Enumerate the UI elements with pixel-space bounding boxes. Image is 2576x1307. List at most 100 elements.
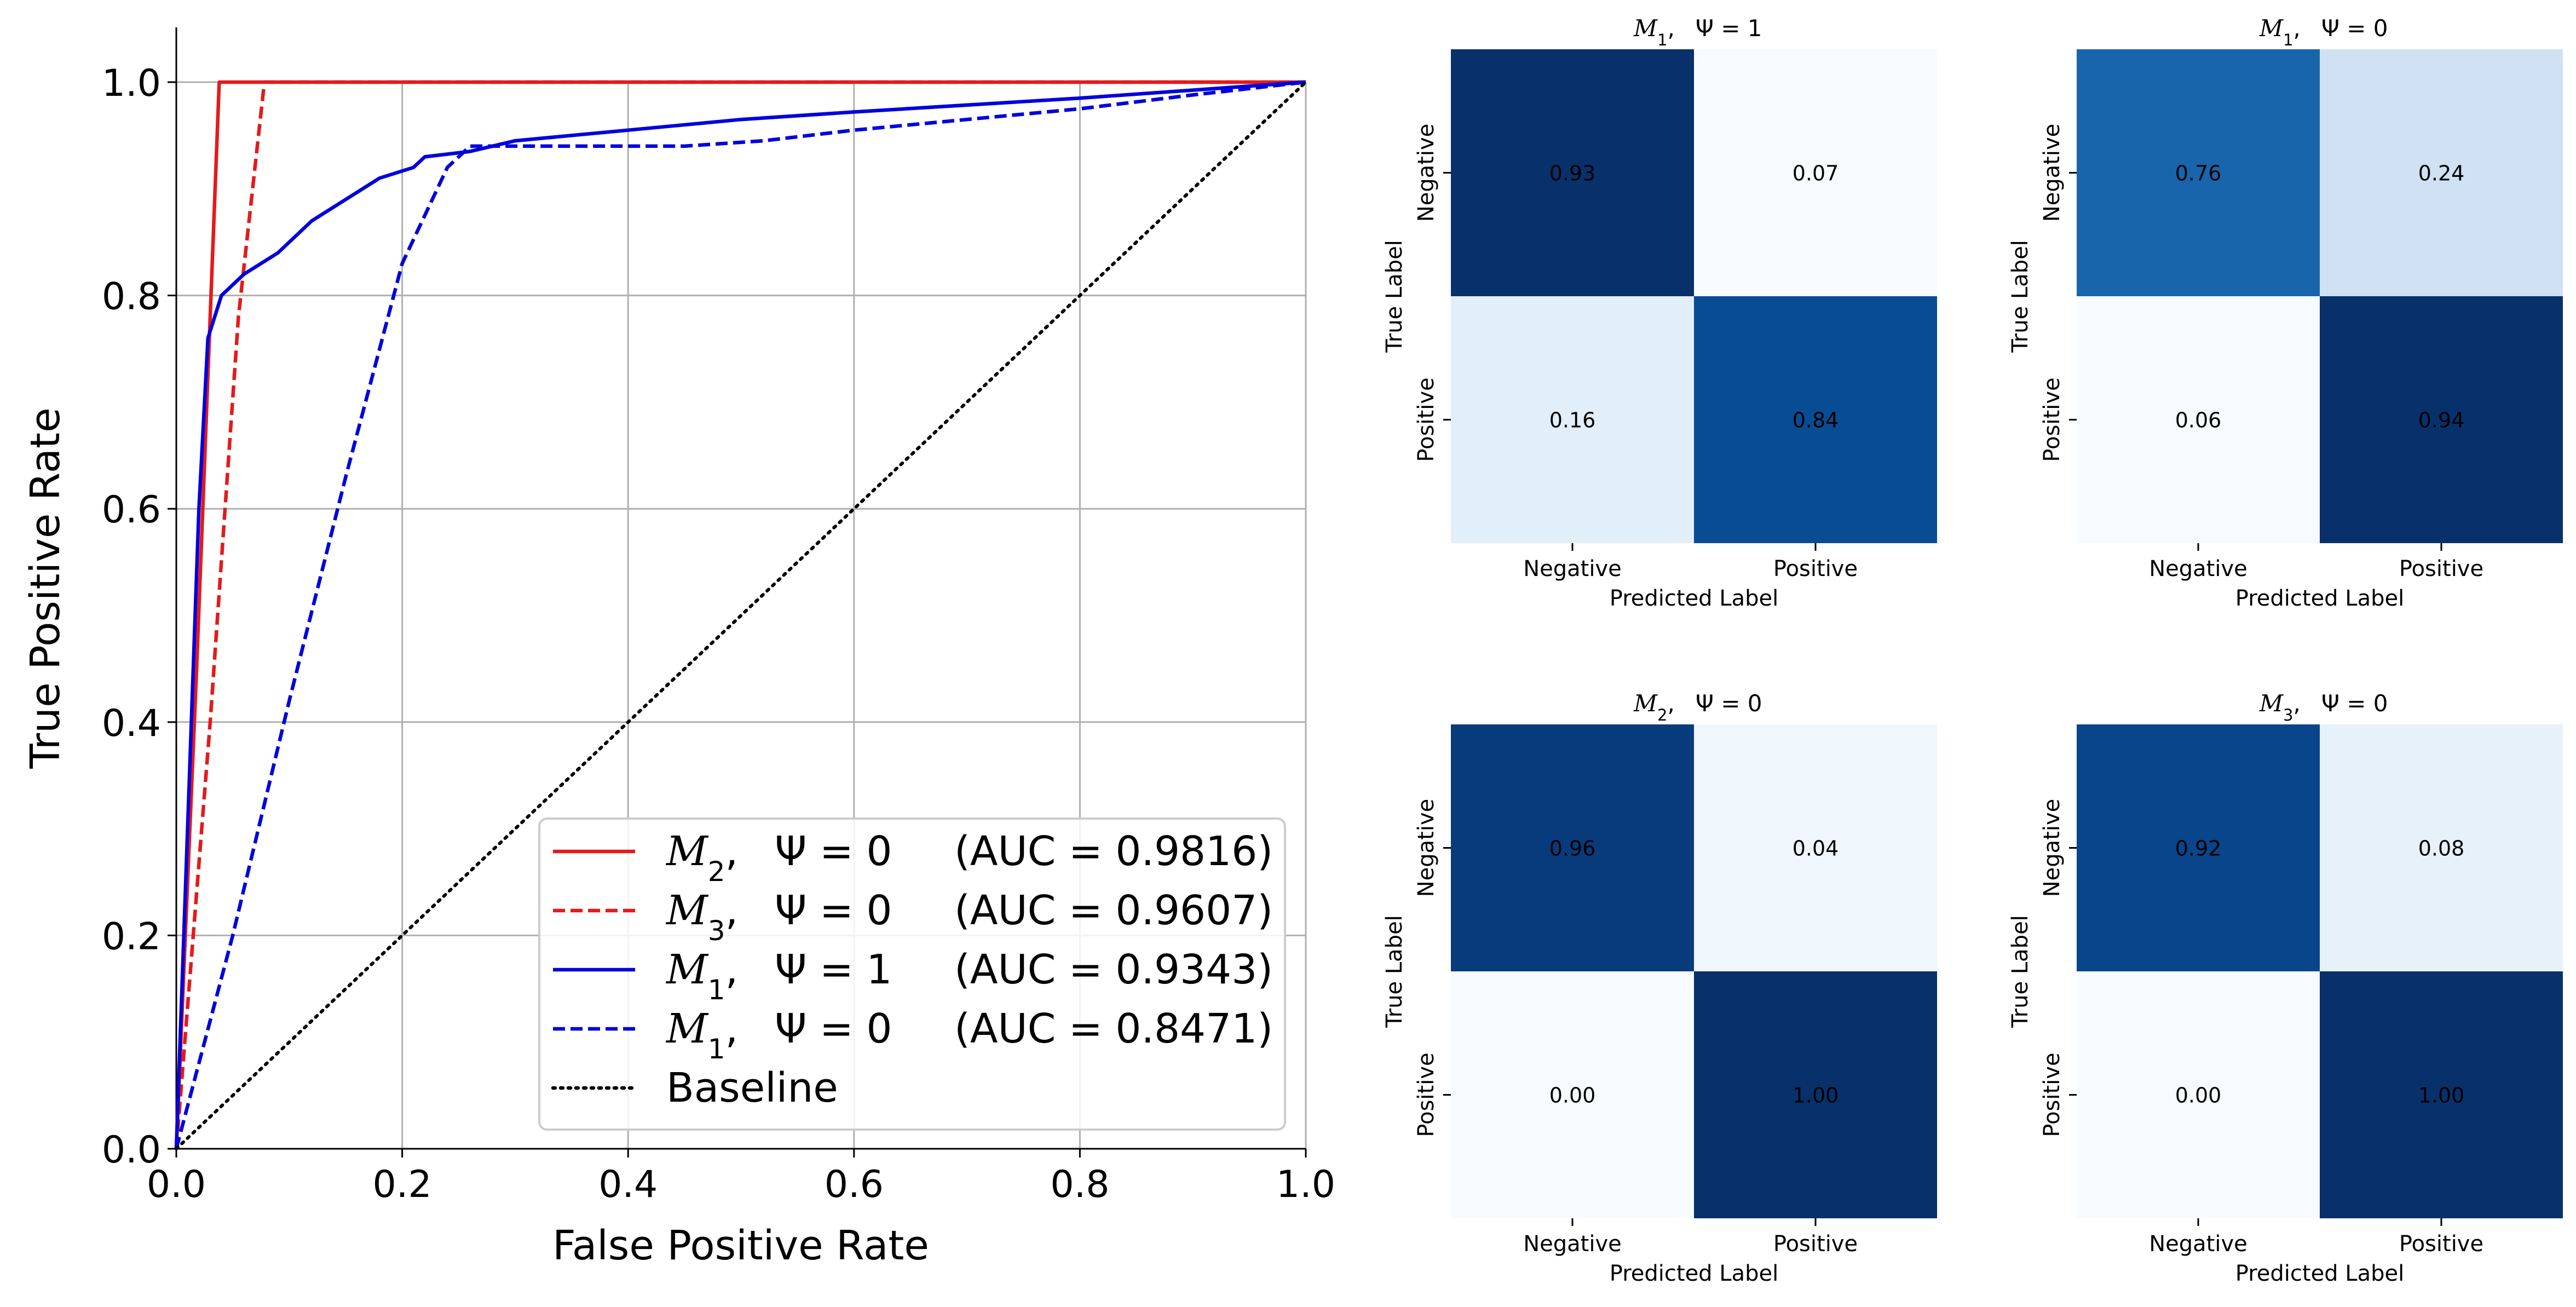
cm-y-axis-label: True Label <box>2008 240 2033 353</box>
cm-x-axis-label: Predicted Label <box>2235 1261 2404 1286</box>
model-subscript: 2 <box>1657 706 1667 724</box>
separator: , <box>1667 690 1674 717</box>
cm-cell <box>1694 971 1937 1218</box>
cm-x-axis-label: Predicted Label <box>1610 1261 1778 1286</box>
separator: , <box>725 828 739 875</box>
x-tick-label: 0.6 <box>825 1163 884 1206</box>
cm-x-tick-label: Negative <box>2149 1231 2247 1257</box>
model-symbol: M <box>665 1005 709 1052</box>
model-symbol: M <box>1633 15 1658 42</box>
model-subscript: 1 <box>708 974 725 1006</box>
model-symbol: M <box>665 828 709 875</box>
y-tick-label: 0.2 <box>102 915 161 958</box>
separator: , <box>1667 15 1674 42</box>
cm-y-tick-label: Positive <box>1414 377 1439 462</box>
cm-x-tick-label: Positive <box>2399 556 2483 581</box>
cm-y-tick-label: Positive <box>1414 1052 1439 1137</box>
model-symbol: M <box>665 887 709 934</box>
cm-cell-value: 1.00 <box>1793 1084 1839 1108</box>
cm-y-tick-label: Negative <box>2039 124 2065 222</box>
roc-ticks: 0.0 0.2 0.4 0.6 0.8 1.0 0.0 0.2 0.4 0.6 0.8 1.0 <box>102 62 1335 1206</box>
model-subscript: 1 <box>708 1033 725 1065</box>
cm-x-tick-label: Negative <box>1523 556 1622 581</box>
model-subscript: 2 <box>708 856 725 888</box>
legend-label: M3, Ψ = 0 <box>665 887 892 947</box>
cm-cell <box>1694 296 1937 543</box>
psi-label: Ψ = 0 <box>775 887 892 934</box>
confusion-matrix-4: M3, Ψ = 0 0.92 0.08 0.00 1.00 Negative Positive… <box>2008 690 2563 1286</box>
cm-y-tick-label: Negative <box>2039 799 2065 897</box>
cm-cell-value: 0.00 <box>1549 1084 1596 1108</box>
psi-label: Ψ = 1 <box>775 946 892 993</box>
cm-cell-value: 0.93 <box>1549 162 1596 186</box>
cm-y-axis-label: True Label <box>1382 240 1407 353</box>
y-tick-label: 0.8 <box>102 275 161 319</box>
psi-label: Ψ = 0 <box>2321 15 2388 42</box>
cm-cell-value: 0.76 <box>2175 162 2222 186</box>
roc-series-line-1 <box>174 80 1306 1149</box>
psi-label: Ψ = 0 <box>2321 690 2388 717</box>
cm-cell-value: 0.06 <box>2175 408 2222 433</box>
cm-cell-value: 0.84 <box>1793 408 1839 433</box>
legend-label: M2, Ψ = 0 <box>665 828 892 888</box>
cm-cell <box>2077 971 2320 1218</box>
cm-x-tick-label: Positive <box>2399 1231 2483 1257</box>
cm-cell-value: 1.00 <box>2418 1084 2465 1108</box>
cm-title: M1, Ψ = 0 <box>2259 15 2388 49</box>
cm-y-tick-label: Negative <box>1414 799 1439 897</box>
model-subscript: 3 <box>708 915 725 947</box>
cm-cell <box>1694 49 1937 296</box>
cm-cell <box>2320 971 2563 1218</box>
cm-cell <box>1451 724 1694 971</box>
cm-x-axis-label: Predicted Label <box>1610 586 1778 611</box>
model-subscript: 3 <box>2283 706 2293 724</box>
legend-auc: (AUC = 0.9607) <box>954 887 1273 934</box>
separator: , <box>2293 15 2300 42</box>
legend-label: Baseline <box>666 1064 838 1112</box>
confusion-matrices: M1, Ψ = 1 0.93 0.07 0.16 0.84 Negative Positive… <box>1382 15 2563 1286</box>
cm-title: M2, Ψ = 0 <box>1633 690 1762 724</box>
legend-auc: (AUC = 0.8471) <box>954 1005 1273 1052</box>
model-symbol: M <box>665 946 709 993</box>
legend-auc: (AUC = 0.9343) <box>954 946 1273 993</box>
x-tick-label: 0.8 <box>1050 1163 1109 1206</box>
separator: , <box>2293 690 2300 717</box>
cm-title: M3, Ψ = 0 <box>2259 690 2388 724</box>
legend-label: M1, Ψ = 1 <box>665 946 892 1006</box>
y-tick-label: 0.0 <box>102 1128 161 1172</box>
model-symbol: M <box>2259 15 2284 42</box>
roc-axes <box>175 27 1306 1150</box>
cm-y-tick-label: Positive <box>2039 377 2065 462</box>
cm-title: M1, Ψ = 1 <box>1633 15 1762 49</box>
cm-cell <box>1451 296 1694 543</box>
legend-auc: (AUC = 0.9816) <box>954 828 1273 875</box>
cm-x-tick-label: Negative <box>1523 1231 1622 1257</box>
roc-x-axis-label: False Positive Rate <box>552 1222 929 1269</box>
cm-x-tick-label: Positive <box>1773 556 1858 581</box>
y-tick-label: 0.6 <box>102 488 161 532</box>
cm-cell <box>2320 724 2563 971</box>
cm-y-axis-label: True Label <box>1382 915 1407 1028</box>
cm-cell-value: 0.07 <box>1793 162 1839 186</box>
y-tick-label: 0.4 <box>102 702 161 745</box>
cm-x-tick-label: Negative <box>2149 556 2247 581</box>
legend-box <box>538 817 1286 1131</box>
x-tick-label: 0.4 <box>598 1163 658 1206</box>
cm-cell <box>1451 971 1694 1218</box>
y-tick-label: 1.0 <box>102 62 161 105</box>
cm-cell-value: 0.96 <box>1549 837 1596 861</box>
cm-cell-value: 0.24 <box>2418 162 2465 186</box>
cm-cell <box>2077 49 2320 296</box>
confusion-matrix-3: M2, Ψ = 0 0.96 0.04 0.00 1.00 Negative Positive… <box>1382 690 1937 1286</box>
model-symbol: M <box>1633 690 1658 717</box>
cm-cell <box>1694 724 1937 971</box>
cm-cell-value: 0.04 <box>1793 837 1839 861</box>
roc-y-axis-label: True Positive Rate <box>22 407 69 769</box>
psi-label: Ψ = 0 <box>775 828 892 875</box>
cm-y-tick-label: Negative <box>1414 124 1439 222</box>
cm-cell-value: 0.92 <box>2175 837 2222 861</box>
confusion-matrix-1: M1, Ψ = 1 0.93 0.07 0.16 0.84 Negative Positive… <box>1382 15 1937 611</box>
roc-lines <box>174 80 1307 1150</box>
cm-cell-value: 0.16 <box>1549 408 1596 433</box>
